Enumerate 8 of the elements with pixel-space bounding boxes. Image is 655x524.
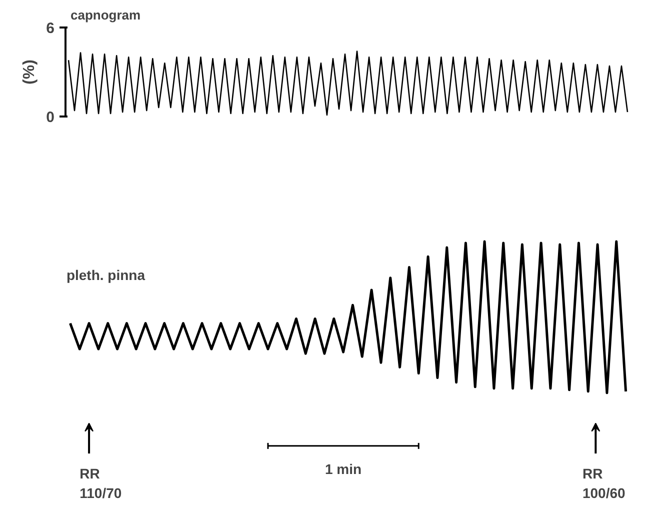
annotation: pleth. pinna: [66, 266, 146, 283]
text: RR 100/60: [582, 466, 626, 501]
text: RR 110/70: [80, 466, 122, 501]
y-axis-title: (%): [21, 60, 38, 84]
chart-title: capnogram: [70, 8, 141, 22]
text: 1 min: [325, 461, 362, 478]
y-tick-label: 6: [46, 20, 54, 37]
y-tick-label: 0: [46, 109, 54, 126]
